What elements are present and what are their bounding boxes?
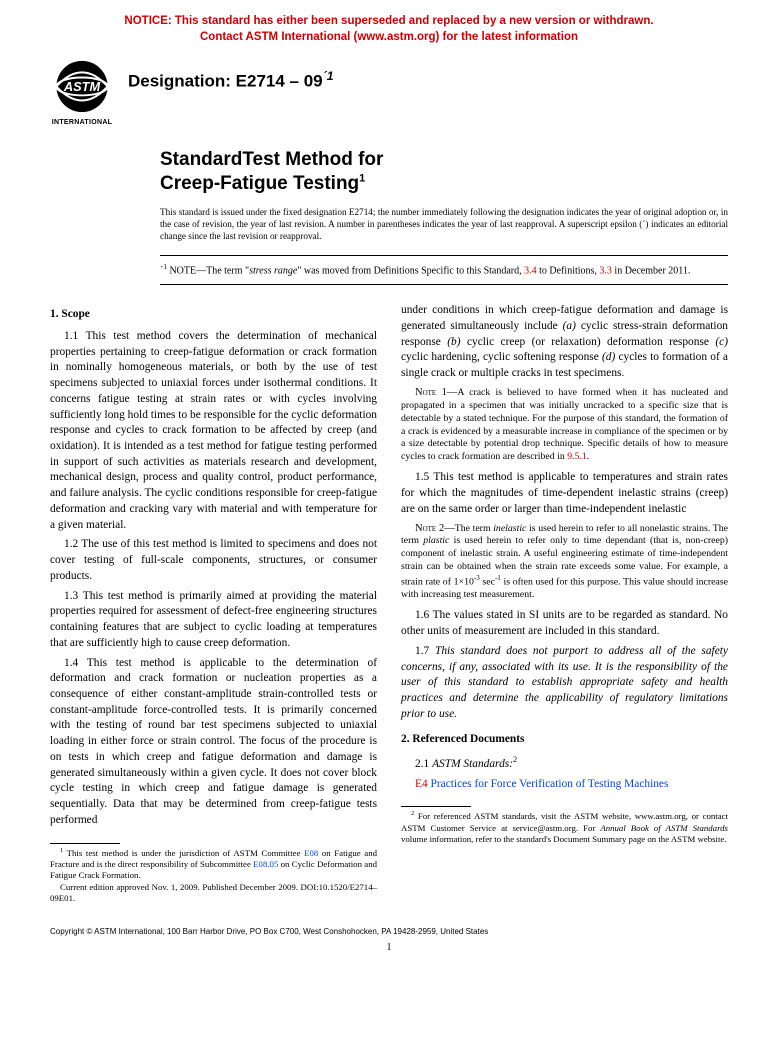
para-1-4a: 1.4 This test method is applicable to th… (50, 656, 377, 829)
fn1-a: This test method is under the jurisdicti… (63, 848, 304, 858)
eps-note-label: NOTE—The term " (167, 265, 249, 276)
para-2-1: 2.1 ASTM Standards:2 (401, 754, 728, 773)
page: NOTICE: This standard has either been su… (0, 0, 778, 983)
notice-line1: NOTICE: This standard has either been su… (124, 15, 653, 27)
issuance-note: This standard is issued under the fixed … (160, 206, 728, 243)
link-e0805[interactable]: E08.05 (253, 859, 278, 869)
designation: Designation: E2714 – 09´1 (128, 69, 334, 92)
note2-caption: Note 2— (415, 523, 455, 534)
ref-e4[interactable]: E4 Practices for Force Verification of T… (401, 777, 728, 793)
eps-tail: in December 2011. (612, 265, 691, 276)
eps-ref-34[interactable]: 3.4 (524, 265, 537, 276)
label-d: (d) (602, 351, 615, 363)
label-a: (a) (563, 320, 576, 332)
astm-logo-icon: ASTM (50, 57, 114, 121)
eps-mid: " was moved from Definitions Specific to… (297, 265, 524, 276)
footnote-rule-2 (401, 806, 471, 807)
svg-text:ASTM: ASTM (63, 79, 101, 94)
n2-term1: inelastic (493, 523, 526, 534)
eps-mid2: to Definitions, (537, 265, 600, 276)
document-title: StandardTest Method for Creep-Fatigue Te… (160, 148, 728, 196)
astm-logo-block: ASTM INTERNATIONAL (50, 57, 114, 126)
notice-line2: Contact ASTM International (www.astm.org… (200, 31, 578, 43)
note1-body: A crack is believed to have formed when … (401, 387, 728, 463)
title-footnote-marker: 1 (359, 172, 365, 184)
designation-epsilon: ´1 (323, 69, 334, 83)
referenced-documents-block: 2. Referenced Documents 2.1 ASTM Standar… (401, 732, 728, 792)
title-line2: Creep-Fatigue Testing (160, 173, 359, 194)
note1-tail: . (587, 451, 589, 462)
p21-pre: 2.1 (415, 758, 432, 770)
p14b-b: cyclic creep (or relaxation) deformation… (461, 336, 716, 348)
supersession-notice: NOTICE: This standard has either been su… (50, 14, 728, 45)
footnote-block-left: 1 This test method is under the jurisdic… (50, 843, 377, 905)
footnote-2: 2 For referenced ASTM standards, visit t… (401, 810, 728, 845)
footnote-block-right: 2 For referenced ASTM standards, visit t… (401, 806, 728, 845)
n2-term2: plastic (423, 535, 449, 546)
p17-text: This standard does not purport to addres… (401, 645, 728, 720)
footnote-rule (50, 843, 120, 844)
ref-e4-code: E4 (415, 778, 428, 790)
n2a: The term (455, 523, 493, 534)
header: ASTM INTERNATIONAL Designation: E2714 – … (50, 57, 728, 126)
eps-term: stress range (249, 265, 297, 276)
para-1-6: 1.6 The values stated in SI units are to… (401, 608, 728, 639)
ref-e4-title: Practices for Force Verification of Test… (428, 778, 669, 790)
label-b: (b) (447, 336, 460, 348)
designation-text: Designation: E2714 – 09 (128, 72, 323, 91)
note1-ref-951[interactable]: 9.5.1 (567, 451, 587, 462)
p14b-c: cyclic hardening, cyclic softening respo… (401, 351, 602, 363)
fn2-b: volume information, refer to the standar… (401, 834, 727, 844)
page-number: 1 (50, 942, 728, 953)
epsilon-note: ´1 NOTE—The term "stress range" was move… (160, 255, 728, 285)
para-1-7: 1.7 This standard does not purport to ad… (401, 644, 728, 723)
eps-ref-33[interactable]: 3.3 (599, 265, 612, 276)
scope-heading: 1. Scope (50, 307, 377, 323)
note1-caption: Note 1— (415, 387, 457, 398)
refdocs-heading: 2. Referenced Documents (401, 732, 728, 748)
para-1-5: 1.5 This test method is applicable to te… (401, 470, 728, 517)
footnote-1: 1 This test method is under the jurisdic… (50, 847, 377, 882)
title-line1: StandardTest Method for (160, 149, 383, 170)
para-1-4b: under conditions in which creep-fatigue … (401, 303, 728, 382)
note-1: Note 1—A crack is believed to have forme… (401, 386, 728, 465)
copyright: Copyright © ASTM International, 100 Barr… (50, 927, 728, 936)
p21-ital: ASTM Standards: (432, 758, 513, 770)
note-2: Note 2—The term inelastic is used herein… (401, 522, 728, 603)
para-1-3: 1.3 This test method is primarily aimed … (50, 589, 377, 652)
para-1-1: 1.1 This test method covers the determin… (50, 329, 377, 534)
fn2-ital: Annual Book of ASTM Standards (600, 823, 728, 833)
n2d: sec (480, 576, 495, 587)
para-1-2: 1.2 The use of this test method is limit… (50, 537, 377, 584)
label-c: (c) (715, 336, 728, 348)
link-e08[interactable]: E08 (304, 848, 318, 858)
footnote-1b: Current edition approved Nov. 1, 2009. P… (50, 882, 377, 905)
body-columns: 1. Scope 1.1 This test method covers the… (50, 303, 728, 905)
p21-sup: 2 (513, 755, 517, 764)
title-block: StandardTest Method for Creep-Fatigue Te… (160, 148, 728, 243)
